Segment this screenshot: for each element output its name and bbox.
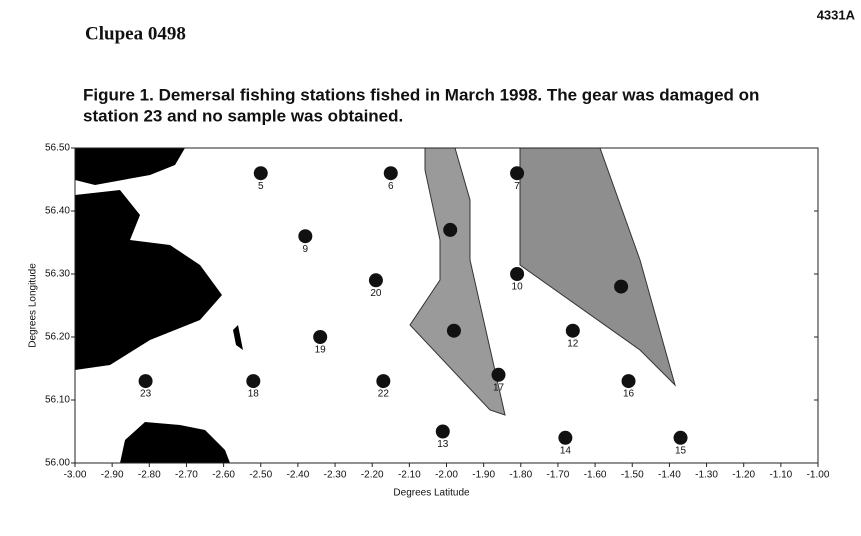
station-label: 9 bbox=[303, 244, 309, 255]
x-tick-label: -2.20 bbox=[361, 470, 384, 481]
land bbox=[75, 148, 185, 185]
station-point bbox=[435, 424, 450, 439]
station-point bbox=[253, 166, 268, 181]
x-tick-label: -1.20 bbox=[732, 470, 755, 481]
station-label: 22 bbox=[378, 389, 390, 400]
station-label: 12 bbox=[567, 338, 579, 349]
station-point bbox=[446, 323, 461, 338]
x-tick-label: -2.70 bbox=[175, 470, 198, 481]
station-label: 19 bbox=[315, 345, 327, 356]
station-point bbox=[565, 323, 580, 338]
x-tick-label: -2.00 bbox=[435, 470, 458, 481]
x-tick-label: -2.80 bbox=[138, 470, 161, 481]
station-label: 18 bbox=[248, 389, 260, 400]
shaded-area bbox=[409, 147, 506, 416]
station-label: 23 bbox=[140, 389, 152, 400]
station-point bbox=[298, 229, 313, 244]
y-tick-label: 56.20 bbox=[45, 332, 70, 343]
title-line: station 23 and no sample was obtained. bbox=[83, 106, 403, 125]
x-tick-label: -1.80 bbox=[509, 470, 532, 481]
x-tick-label: -2.40 bbox=[287, 470, 310, 481]
station-point bbox=[621, 374, 636, 389]
title-line: Figure 1. Demersal fishing stations fish… bbox=[83, 85, 759, 104]
land bbox=[233, 325, 243, 350]
station-point bbox=[246, 374, 261, 389]
station-point bbox=[313, 330, 328, 344]
x-tick-label: -2.10 bbox=[398, 470, 421, 481]
station-point bbox=[368, 273, 383, 288]
x-tick-label: -2.50 bbox=[249, 470, 272, 481]
land bbox=[120, 422, 230, 463]
x-tick-label: -1.50 bbox=[621, 470, 644, 481]
station-label: 16 bbox=[623, 389, 635, 400]
station-label: 13 bbox=[437, 439, 449, 450]
x-tick-label: -2.30 bbox=[324, 470, 347, 481]
station-label: 10 bbox=[512, 282, 524, 293]
x-tick-label: -1.90 bbox=[472, 470, 495, 481]
doc-number: 4331A bbox=[817, 7, 856, 22]
doc-code: Clupea 0498 bbox=[85, 23, 186, 44]
station-point bbox=[510, 166, 525, 181]
x-tick-label: -1.10 bbox=[769, 470, 792, 481]
x-tick-label: -1.70 bbox=[547, 470, 570, 481]
y-tick-label: 56.10 bbox=[45, 395, 70, 406]
x-tick-label: -1.40 bbox=[658, 470, 681, 481]
station-label: 5 bbox=[258, 181, 264, 192]
station-point bbox=[558, 430, 573, 445]
y-tick-label: 56.00 bbox=[45, 458, 70, 469]
station-label: 7 bbox=[514, 181, 520, 192]
x-tick-label: -2.60 bbox=[212, 470, 235, 481]
x-tick-label: -1.30 bbox=[695, 470, 718, 481]
x-tick-label: -1.60 bbox=[584, 470, 607, 481]
station-label: 14 bbox=[560, 445, 572, 456]
station-point bbox=[443, 222, 458, 237]
y-tick-label: 56.40 bbox=[45, 206, 70, 217]
shaded-area bbox=[519, 147, 676, 387]
station-label: 17 bbox=[493, 382, 505, 393]
station-point bbox=[138, 374, 153, 389]
station-label: 20 bbox=[370, 288, 382, 299]
land bbox=[75, 190, 222, 370]
station-point bbox=[510, 267, 525, 281]
station-point bbox=[491, 367, 506, 382]
y-tick-label: 56.50 bbox=[45, 143, 70, 154]
station-point bbox=[614, 279, 629, 294]
map-shapes bbox=[75, 147, 676, 463]
station-point bbox=[376, 374, 391, 389]
y-tick-label: 56.30 bbox=[45, 269, 70, 280]
y-axis-label: Degrees Longitude bbox=[28, 263, 39, 348]
station-point bbox=[673, 430, 688, 445]
x-tick-label: -1.00 bbox=[807, 470, 830, 481]
station-label: 6 bbox=[388, 181, 394, 192]
x-tick-label: -2.90 bbox=[101, 470, 124, 481]
station-label: 15 bbox=[675, 445, 687, 456]
x-tick-label: -3.00 bbox=[64, 470, 87, 481]
station-point bbox=[383, 166, 398, 181]
x-axis-label: Degrees Latitude bbox=[393, 488, 470, 499]
